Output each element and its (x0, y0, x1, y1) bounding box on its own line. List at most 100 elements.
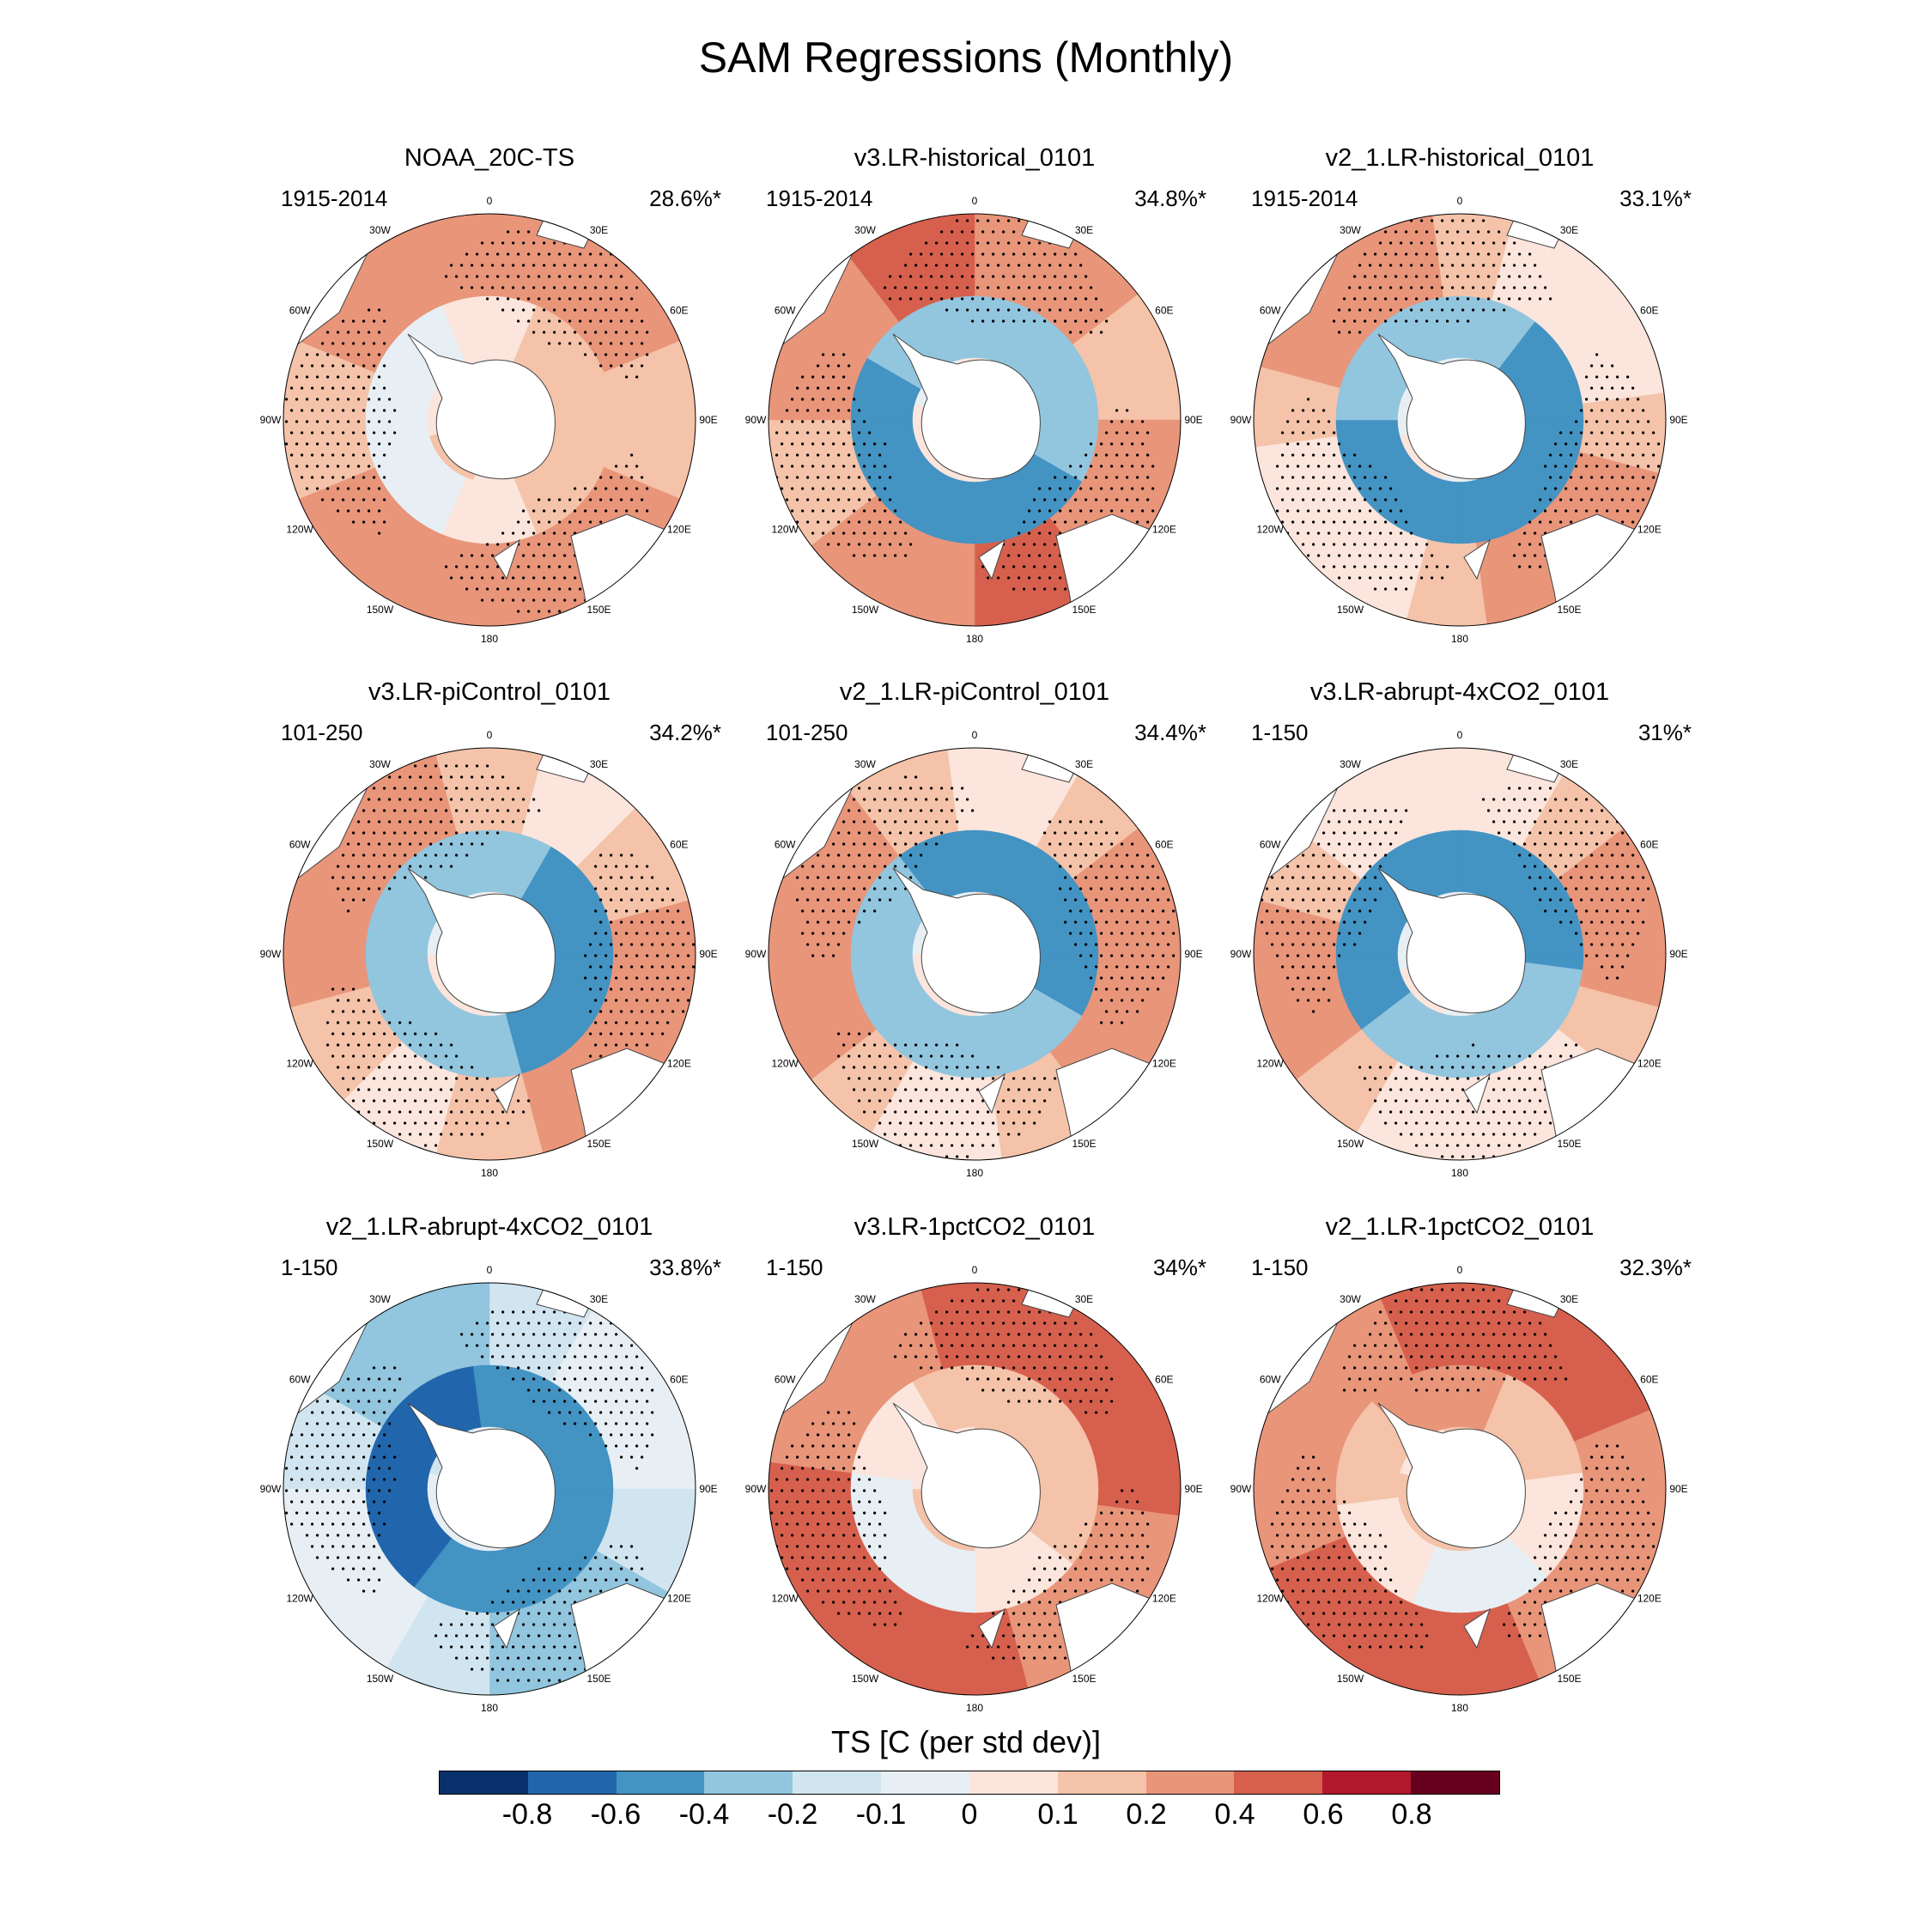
panel-variance-explained: 32.3%* (1619, 1255, 1692, 1280)
map-field (283, 748, 696, 1160)
australia-landmass (1055, 1048, 1181, 1160)
colorbar-tick-label: 0.8 (1391, 1798, 1432, 1831)
longitude-label: 0 (972, 729, 978, 741)
longitude-label: 30W (854, 224, 876, 236)
longitude-label: 0 (1457, 195, 1463, 207)
longitude-label: 60W (1260, 839, 1281, 851)
colorbar-swatch (969, 1771, 1058, 1794)
longitude-label: 180 (966, 633, 983, 645)
longitude-label: 0 (1457, 729, 1463, 741)
longitude-label: 30E (1075, 758, 1093, 770)
new-zealand-landmass (978, 1072, 1005, 1115)
longitude-label: 120E (1152, 1058, 1176, 1070)
longitude-label: 180 (481, 1167, 498, 1179)
map-panel: v3.LR-piControl_0101 101-250 34.2%* 0 30E 60E… (258, 678, 721, 1179)
longitude-label: 120W (771, 1058, 799, 1070)
map-field (769, 748, 1181, 1160)
longitude-label: 150W (367, 604, 394, 616)
colorbar-tick-label: -0.6 (590, 1798, 641, 1831)
longitude-label: 30E (1560, 224, 1578, 236)
map-border (283, 1282, 696, 1696)
longitude-label: 120E (1152, 1593, 1176, 1605)
longitude-label: 60E (670, 305, 688, 317)
polar-map: 0 30E 60E 90E 120E 150E 180 150W 120W 90W 60W 30W (260, 729, 718, 1179)
new-zealand-landmass (1463, 538, 1491, 580)
longitude-label: 120W (771, 524, 799, 536)
longitude-label: 30W (369, 1293, 391, 1305)
panel-period: 1-150 (766, 1255, 823, 1280)
new-zealand-landmass (493, 1607, 520, 1649)
longitude-label: 60W (289, 305, 311, 317)
colorbar-swatch (1057, 1771, 1146, 1794)
longitude-label: 150E (1072, 1138, 1096, 1150)
new-zealand-landmass (978, 538, 1005, 580)
longitude-label: 90E (1184, 948, 1202, 960)
map-panel: v3.LR-abrupt-4xCO2_0101 1-150 31%* 0 30E 60E 9… (1228, 678, 1692, 1179)
panel-title: v2_1.LR-abrupt-4xCO2_0101 (325, 1213, 653, 1241)
map-panel: v2_1.LR-piControl_0101 101-250 34.4%* 0 30E 6… (743, 678, 1206, 1179)
longitude-label: 0 (1457, 1264, 1463, 1276)
longitude-label: 60W (289, 839, 311, 851)
longitude-label: 60E (1155, 1374, 1173, 1386)
panel-variance-explained: 33.1%* (1619, 185, 1692, 211)
longitude-label: 150W (1337, 1138, 1364, 1150)
longitude-label: 90E (699, 1483, 717, 1495)
longitude-label: 60E (1640, 839, 1658, 851)
longitude-label: 120E (667, 1058, 691, 1070)
new-zealand-landmass (978, 1607, 1005, 1649)
longitude-label: 120W (1256, 524, 1284, 536)
longitude-label: 150E (1557, 1673, 1581, 1685)
longitude-label: 120E (667, 524, 691, 536)
longitude-label: 0 (972, 1264, 978, 1276)
antarctica-landmass (407, 1402, 556, 1549)
colorbar-tick-label: 0.4 (1214, 1798, 1255, 1831)
australia-landmass (570, 513, 696, 626)
panel-title: v2_1.LR-piControl_0101 (839, 678, 1110, 706)
map-field (1254, 214, 1666, 626)
longitude-label: 90E (699, 414, 717, 426)
new-zealand-landmass (493, 1072, 520, 1115)
map-border (1253, 213, 1667, 627)
antarctica-landmass (407, 867, 556, 1014)
colorbar-swatch (527, 1771, 617, 1794)
panel-title: v3.LR-historical_0101 (854, 144, 1096, 172)
map-border (768, 747, 1182, 1161)
map-field (283, 214, 696, 626)
map-border (283, 747, 696, 1161)
map-field (283, 1283, 696, 1695)
map-panel: v3.LR-1pctCO2_0101 1-150 34%* 0 30E 60E 90E 120… (743, 1213, 1206, 1714)
longitude-label: 30E (590, 758, 608, 770)
figure-title: SAM Regressions (Monthly) (698, 33, 1234, 82)
antarctica-landmass (1377, 867, 1526, 1014)
panel-variance-explained: 34.2%* (649, 720, 721, 745)
polar-map: 0 30E 60E 90E 120E 150E 180 150W 120W 90W 60W 30W (745, 729, 1203, 1179)
antarctica-landmass (892, 1402, 1041, 1549)
map-field (1254, 748, 1666, 1160)
longitude-label: 30W (1340, 1293, 1361, 1305)
panel-title: v3.LR-abrupt-4xCO2_0101 (1309, 678, 1610, 706)
longitude-label: 150E (1557, 1138, 1581, 1150)
colorbar-tick-label: -0.4 (678, 1798, 730, 1831)
longitude-label: 150W (852, 604, 879, 616)
new-zealand-landmass (1463, 1607, 1491, 1649)
map-panel: v2_1.LR-abrupt-4xCO2_0101 1-150 33.8%* 0 30E… (258, 1213, 721, 1714)
longitude-label: 90E (1184, 414, 1202, 426)
panel-title: v2_1.LR-1pctCO2_0101 (1325, 1213, 1595, 1241)
longitude-label: 180 (481, 633, 498, 645)
panel-period: 1915-2014 (766, 185, 873, 211)
panel-variance-explained: 33.8%* (649, 1255, 721, 1280)
australia-landmass (570, 1583, 696, 1695)
longitude-label: 150W (367, 1138, 394, 1150)
longitude-label: 90W (260, 1483, 282, 1495)
longitude-label: 90W (1230, 948, 1252, 960)
longitude-label: 150E (586, 1673, 611, 1685)
antarctica-landmass (892, 867, 1041, 1014)
new-zealand-landmass (493, 538, 520, 580)
map-border (768, 213, 1182, 627)
longitude-label: 90W (1230, 1483, 1252, 1495)
colorbar-title: TS [C (per std dev)] (830, 1724, 1102, 1759)
longitude-label: 90E (1669, 1483, 1687, 1495)
longitude-label: 90W (745, 1483, 767, 1495)
longitude-label: 60E (1640, 1374, 1658, 1386)
longitude-label: 0 (487, 729, 493, 741)
